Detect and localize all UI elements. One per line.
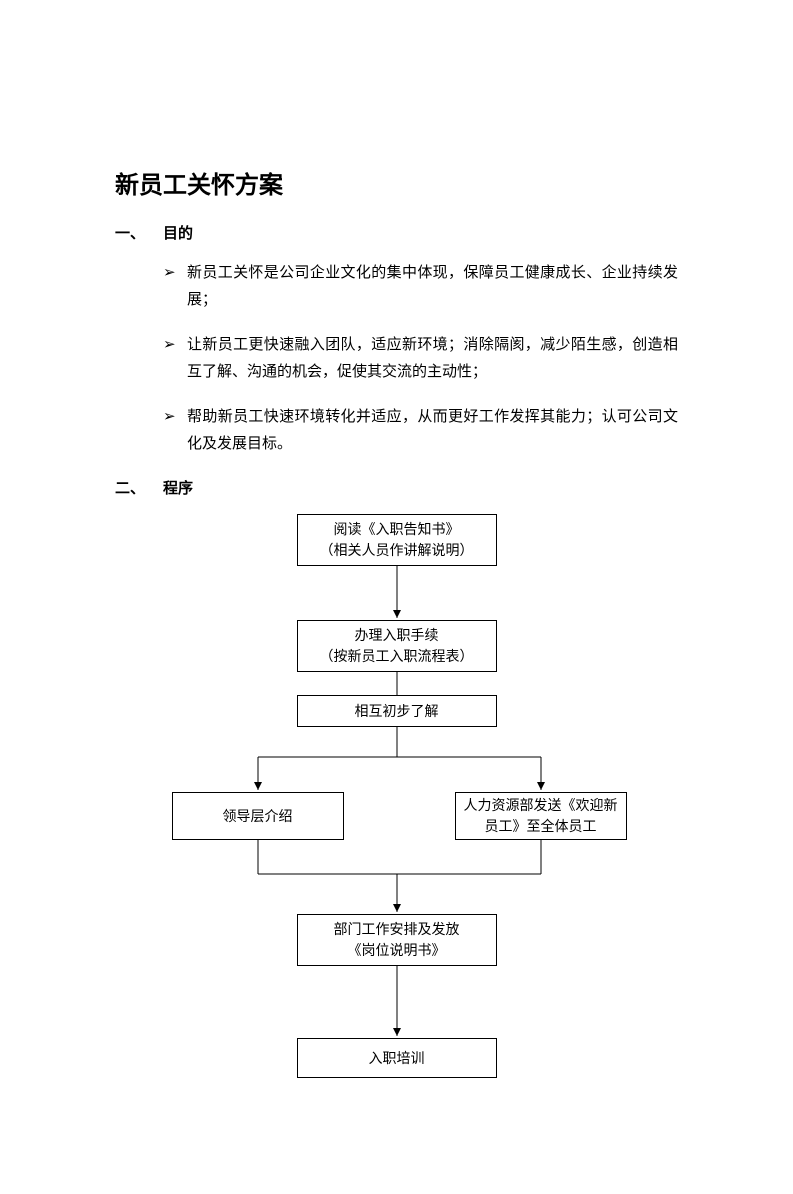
bullet-text: 新员工关怀是公司企业文化的集中体现，保障员工健康成长、企业持续发展； bbox=[187, 259, 678, 313]
node-text: 相互初步了解 bbox=[355, 701, 439, 722]
bullet-icon: ➢ bbox=[163, 403, 187, 457]
flowchart-node-training: 入职培训 bbox=[297, 1038, 497, 1078]
bullet-icon: ➢ bbox=[163, 259, 187, 313]
bullet-text: 让新员工更快速融入团队，适应新环境；消除隔阂，减少陌生感，创造相互了解、沟通的机… bbox=[187, 331, 678, 385]
bullet-icon: ➢ bbox=[163, 331, 187, 385]
purpose-list: ➢ 新员工关怀是公司企业文化的集中体现，保障员工健康成长、企业持续发展； ➢ 让… bbox=[163, 259, 678, 457]
flowchart-node-dept-arrange: 部门工作安排及发放 《岗位说明书》 bbox=[297, 914, 497, 966]
page-title: 新员工关怀方案 bbox=[115, 165, 678, 200]
list-item: ➢ 让新员工更快速融入团队，适应新环境；消除隔阂，减少陌生感，创造相互了解、沟通… bbox=[163, 331, 678, 385]
section-number: 二、 bbox=[115, 477, 163, 498]
node-text: （按新员工入职流程表） bbox=[320, 646, 474, 667]
flowchart-node-read-notice: 阅读《入职告知书》 （相关人员作讲解说明） bbox=[297, 514, 497, 566]
list-item: ➢ 新员工关怀是公司企业文化的集中体现，保障员工健康成长、企业持续发展； bbox=[163, 259, 678, 313]
node-text: 领导层介绍 bbox=[223, 806, 293, 827]
section-label: 程序 bbox=[163, 477, 193, 498]
flowchart-node-mutual-understanding: 相互初步了解 bbox=[297, 695, 497, 727]
section-label: 目的 bbox=[163, 222, 193, 243]
flowchart-node-hr-welcome: 人力资源部发送《欢迎新员工》至全体员工 bbox=[455, 792, 627, 840]
node-text: 人力资源部发送《欢迎新员工》至全体员工 bbox=[464, 795, 618, 837]
section-header-procedure: 二、 程序 bbox=[115, 477, 678, 498]
node-text: 办理入职手续 bbox=[355, 625, 439, 646]
flowchart-node-onboarding: 办理入职手续 （按新员工入职流程表） bbox=[297, 620, 497, 672]
node-text: （相关人员作讲解说明） bbox=[320, 540, 474, 561]
node-text: 入职培训 bbox=[369, 1048, 425, 1069]
bullet-text: 帮助新员工快速环境转化并适应，从而更好工作发挥其能力；认可公司文化及发展目标。 bbox=[187, 403, 678, 457]
node-text: 阅读《入职告知书》 bbox=[334, 519, 460, 540]
document-page: 新员工关怀方案 一、 目的 ➢ 新员工关怀是公司企业文化的集中体现，保障员工健康… bbox=[0, 0, 793, 1194]
list-item: ➢ 帮助新员工快速环境转化并适应，从而更好工作发挥其能力；认可公司文化及发展目标… bbox=[163, 403, 678, 457]
section-number: 一、 bbox=[115, 222, 163, 243]
procedure-flowchart: 阅读《入职告知书》 （相关人员作讲解说明） 办理入职手续 （按新员工入职流程表）… bbox=[117, 514, 677, 1134]
node-text: 《岗位说明书》 bbox=[348, 940, 446, 961]
flowchart-node-leader-intro: 领导层介绍 bbox=[172, 792, 344, 840]
section-header-purpose: 一、 目的 bbox=[115, 222, 678, 243]
node-text: 部门工作安排及发放 bbox=[334, 919, 460, 940]
